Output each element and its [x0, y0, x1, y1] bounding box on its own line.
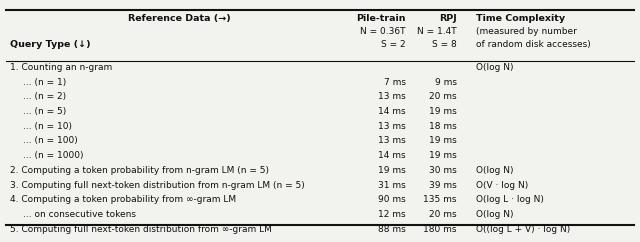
Text: 13 ms: 13 ms — [378, 122, 406, 131]
Text: 13 ms: 13 ms — [378, 92, 406, 101]
Text: O(log N): O(log N) — [476, 166, 513, 175]
Text: Time Complexity: Time Complexity — [476, 14, 564, 23]
Text: 20 ms: 20 ms — [429, 210, 457, 219]
Text: O(log L · log N): O(log L · log N) — [476, 195, 543, 204]
Text: O(V · log N): O(V · log N) — [476, 181, 528, 189]
Text: ... (n = 2): ... (n = 2) — [23, 92, 67, 101]
Text: 4. Computing a token probability from ∞-gram LM: 4. Computing a token probability from ∞-… — [10, 195, 236, 204]
Text: 1. Counting an n-gram: 1. Counting an n-gram — [10, 63, 112, 72]
Text: 7 ms: 7 ms — [384, 78, 406, 87]
Text: 19 ms: 19 ms — [429, 107, 457, 116]
Text: 19 ms: 19 ms — [429, 151, 457, 160]
Text: 18 ms: 18 ms — [429, 122, 457, 131]
Text: S = 2: S = 2 — [381, 40, 406, 49]
Text: 90 ms: 90 ms — [378, 195, 406, 204]
Text: ... (n = 1000): ... (n = 1000) — [23, 151, 84, 160]
Text: 30 ms: 30 ms — [429, 166, 457, 175]
Text: O((log L + V) · log N): O((log L + V) · log N) — [476, 225, 570, 234]
Text: S = 8: S = 8 — [432, 40, 457, 49]
Text: ... (n = 10): ... (n = 10) — [23, 122, 72, 131]
Text: N = 1.4T: N = 1.4T — [417, 27, 457, 36]
Text: 2. Computing a token probability from n-gram LM (n = 5): 2. Computing a token probability from n-… — [10, 166, 269, 175]
Text: 31 ms: 31 ms — [378, 181, 406, 189]
Text: 39 ms: 39 ms — [429, 181, 457, 189]
Text: O(log N): O(log N) — [476, 210, 513, 219]
Text: 20 ms: 20 ms — [429, 92, 457, 101]
Text: 135 ms: 135 ms — [423, 195, 457, 204]
Text: 19 ms: 19 ms — [429, 136, 457, 145]
Text: O(log N): O(log N) — [476, 63, 513, 72]
Text: ... (n = 5): ... (n = 5) — [23, 107, 67, 116]
Text: Reference Data (→): Reference Data (→) — [127, 14, 230, 23]
Text: N = 0.36T: N = 0.36T — [360, 27, 406, 36]
Text: Query Type (↓): Query Type (↓) — [10, 40, 90, 49]
Text: ... (n = 100): ... (n = 100) — [23, 136, 78, 145]
Text: 3. Computing full next-token distribution from n-gram LM (n = 5): 3. Computing full next-token distributio… — [10, 181, 304, 189]
Text: 14 ms: 14 ms — [378, 107, 406, 116]
Text: 9 ms: 9 ms — [435, 78, 457, 87]
Text: 88 ms: 88 ms — [378, 225, 406, 234]
Text: 12 ms: 12 ms — [378, 210, 406, 219]
Text: ... (n = 1): ... (n = 1) — [23, 78, 67, 87]
Text: ... on consecutive tokens: ... on consecutive tokens — [23, 210, 136, 219]
Text: 14 ms: 14 ms — [378, 151, 406, 160]
Text: RPJ: RPJ — [439, 14, 457, 23]
Text: 5. Computing full next-token distribution from ∞-gram LM: 5. Computing full next-token distributio… — [10, 225, 271, 234]
Text: Pile-train: Pile-train — [356, 14, 406, 23]
Text: 180 ms: 180 ms — [423, 225, 457, 234]
Text: of random disk accesses): of random disk accesses) — [476, 40, 590, 49]
Text: (measured by number: (measured by number — [476, 27, 577, 36]
Text: 19 ms: 19 ms — [378, 166, 406, 175]
Text: 13 ms: 13 ms — [378, 136, 406, 145]
